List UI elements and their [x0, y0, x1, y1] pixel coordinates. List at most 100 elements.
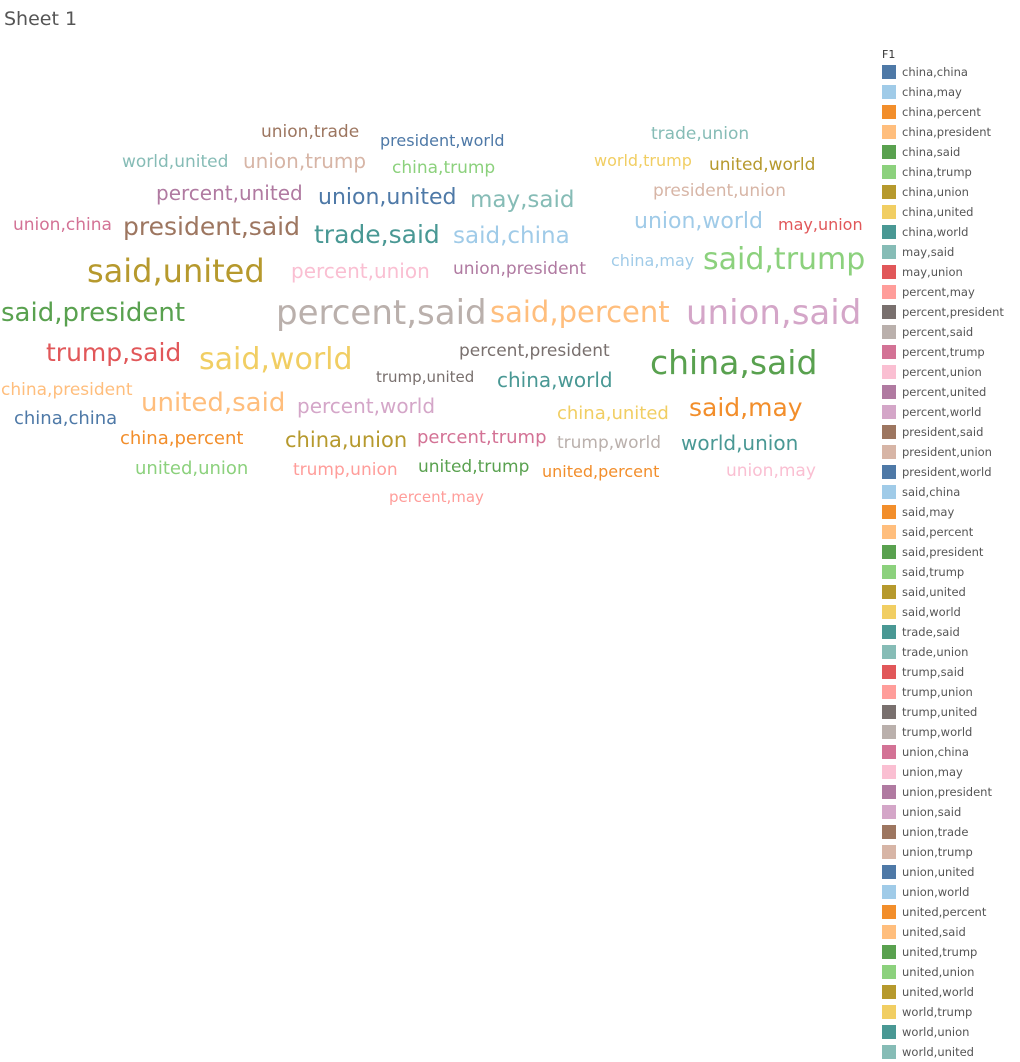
legend-item[interactable]: union,president — [882, 782, 1018, 802]
legend-item[interactable]: said,president — [882, 542, 1018, 562]
word-cloud-term[interactable]: percent,trump — [417, 427, 547, 448]
legend-item[interactable]: trump,world — [882, 722, 1018, 742]
legend-item[interactable]: world,united — [882, 1042, 1018, 1062]
word-cloud-term[interactable]: president,union — [653, 181, 786, 201]
word-cloud-term[interactable]: union,world — [634, 209, 763, 234]
legend-item[interactable]: said,world — [882, 602, 1018, 622]
legend-item[interactable]: china,union — [882, 182, 1018, 202]
legend-item[interactable]: percent,said — [882, 322, 1018, 342]
word-cloud-term[interactable]: said,percent — [490, 295, 670, 329]
word-cloud-term[interactable]: united,trump — [418, 457, 530, 477]
legend-item[interactable]: said,may — [882, 502, 1018, 522]
word-cloud-term[interactable]: union,united — [318, 185, 457, 210]
legend-item[interactable]: china,percent — [882, 102, 1018, 122]
legend-item[interactable]: president,said — [882, 422, 1018, 442]
legend-item[interactable]: percent,union — [882, 362, 1018, 382]
legend-item[interactable]: union,trade — [882, 822, 1018, 842]
word-cloud-term[interactable]: union,said — [686, 293, 862, 333]
word-cloud-term[interactable]: said,may — [689, 393, 803, 422]
word-cloud-term[interactable]: united,percent — [542, 462, 660, 481]
legend-item[interactable]: union,world — [882, 882, 1018, 902]
legend-item[interactable]: united,world — [882, 982, 1018, 1002]
word-cloud-term[interactable]: world,united — [122, 152, 229, 172]
legend-item[interactable]: union,united — [882, 862, 1018, 882]
word-cloud-term[interactable]: percent,union — [291, 259, 430, 283]
word-cloud-term[interactable]: trade,union — [651, 124, 750, 144]
legend-item[interactable]: percent,president — [882, 302, 1018, 322]
legend-item[interactable]: may,said — [882, 242, 1018, 262]
word-cloud-term[interactable]: percent,world — [297, 394, 436, 418]
legend-item[interactable]: china,china — [882, 62, 1018, 82]
word-cloud-term[interactable]: union,may — [726, 461, 816, 481]
legend-item[interactable]: president,union — [882, 442, 1018, 462]
legend-item[interactable]: said,united — [882, 582, 1018, 602]
legend-item[interactable]: may,union — [882, 262, 1018, 282]
legend-item[interactable]: china,trump — [882, 162, 1018, 182]
word-cloud-term[interactable]: china,president — [1, 380, 133, 400]
legend-item[interactable]: trump,said — [882, 662, 1018, 682]
word-cloud-term[interactable]: united,said — [141, 388, 286, 418]
legend-item[interactable]: united,said — [882, 922, 1018, 942]
legend-item[interactable]: trump,united — [882, 702, 1018, 722]
word-cloud-term[interactable]: china,may — [611, 251, 695, 270]
word-cloud-term[interactable]: union,china — [13, 215, 112, 235]
word-cloud-term[interactable]: trump,union — [293, 460, 398, 480]
legend-item[interactable]: trade,said — [882, 622, 1018, 642]
legend-item[interactable]: union,china — [882, 742, 1018, 762]
legend-item[interactable]: percent,world — [882, 402, 1018, 422]
word-cloud-term[interactable]: trump,world — [557, 433, 661, 453]
legend-item[interactable]: united,percent — [882, 902, 1018, 922]
word-cloud-term[interactable]: union,president — [453, 259, 586, 279]
word-cloud-term[interactable]: said,china — [453, 223, 570, 249]
word-cloud-term[interactable]: union,trump — [243, 149, 367, 173]
word-cloud-term[interactable]: china,china — [14, 408, 118, 429]
word-cloud-term[interactable]: china,union — [285, 428, 408, 452]
word-cloud-term[interactable]: president,world — [380, 131, 505, 150]
legend-item[interactable]: united,union — [882, 962, 1018, 982]
word-cloud-term[interactable]: said,trump — [703, 242, 866, 277]
word-cloud-term[interactable]: china,said — [650, 343, 818, 382]
word-cloud-term[interactable]: percent,may — [389, 488, 484, 506]
word-cloud-term[interactable]: said,world — [199, 342, 353, 377]
legend-item[interactable]: world,trump — [882, 1002, 1018, 1022]
legend-item[interactable]: china,world — [882, 222, 1018, 242]
word-cloud-term[interactable]: united,union — [135, 458, 249, 479]
word-cloud-term[interactable]: trump,united — [376, 368, 475, 386]
word-cloud-term[interactable]: may,said — [470, 187, 575, 213]
legend-item[interactable]: china,president — [882, 122, 1018, 142]
legend-item[interactable]: china,united — [882, 202, 1018, 222]
legend-item[interactable]: world,union — [882, 1022, 1018, 1042]
legend-item[interactable]: union,said — [882, 802, 1018, 822]
legend-item[interactable]: united,trump — [882, 942, 1018, 962]
word-cloud-term[interactable]: trump,said — [46, 338, 182, 367]
word-cloud-term[interactable]: world,union — [681, 431, 799, 455]
legend-item[interactable]: trade,union — [882, 642, 1018, 662]
word-cloud-term[interactable]: united,world — [709, 155, 816, 175]
word-cloud-term[interactable]: china,united — [557, 403, 669, 424]
word-cloud-term[interactable]: union,trade — [261, 122, 360, 142]
legend-item[interactable]: trump,union — [882, 682, 1018, 702]
word-cloud-term[interactable]: china,percent — [120, 428, 244, 449]
legend-item[interactable]: percent,united — [882, 382, 1018, 402]
word-cloud-term[interactable]: trade,said — [314, 220, 440, 249]
legend-item[interactable]: said,china — [882, 482, 1018, 502]
word-cloud-term[interactable]: may,union — [778, 215, 863, 234]
word-cloud-term[interactable]: percent,president — [459, 341, 610, 361]
legend-item[interactable]: china,may — [882, 82, 1018, 102]
legend-item[interactable]: said,trump — [882, 562, 1018, 582]
word-cloud-term[interactable]: china,world — [497, 368, 613, 392]
word-cloud-term[interactable]: said,president — [1, 298, 186, 328]
legend-item[interactable]: said,percent — [882, 522, 1018, 542]
word-cloud-term[interactable]: world,trump — [594, 151, 692, 170]
word-cloud-term[interactable]: percent,said — [276, 293, 487, 333]
legend-item[interactable]: china,said — [882, 142, 1018, 162]
legend-item[interactable]: union,trump — [882, 842, 1018, 862]
legend-item[interactable]: president,world — [882, 462, 1018, 482]
word-cloud-term[interactable]: percent,united — [156, 181, 303, 205]
legend-item[interactable]: percent,may — [882, 282, 1018, 302]
legend-item[interactable]: percent,trump — [882, 342, 1018, 362]
word-cloud-term[interactable]: president,said — [123, 212, 300, 241]
legend-item[interactable]: union,may — [882, 762, 1018, 782]
word-cloud-term[interactable]: said,united — [87, 252, 265, 290]
word-cloud-term[interactable]: china,trump — [392, 158, 496, 178]
